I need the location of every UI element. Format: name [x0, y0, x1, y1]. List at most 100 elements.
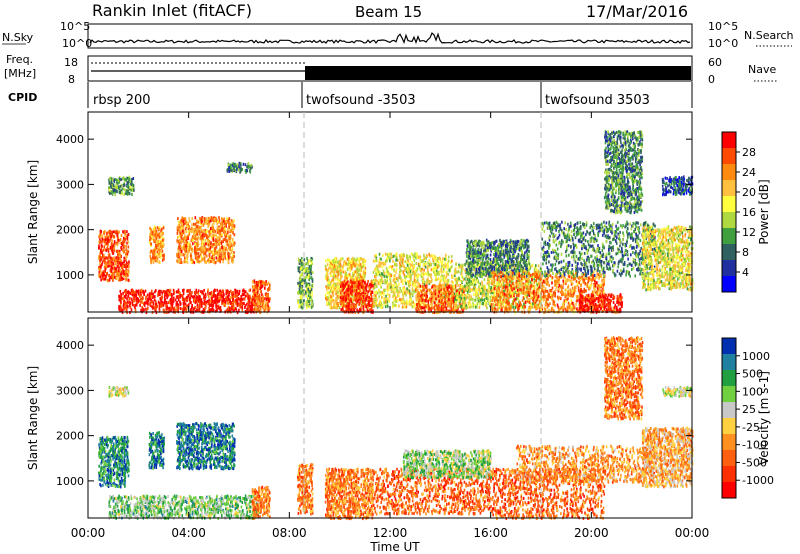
colorbar-swatch — [722, 338, 736, 355]
nave-tick-bottom: 0 — [708, 73, 715, 86]
colorbar-swatch — [722, 370, 736, 387]
x-tick-label: 00:00 — [71, 526, 106, 540]
echo-region-6 — [227, 162, 253, 174]
echo-region-10 — [403, 449, 493, 479]
nsearch-label: N.Search — [744, 29, 794, 42]
y-tick-label: 3000 — [56, 178, 84, 191]
x-axis-label: Time UT — [369, 540, 420, 554]
colorbar-tick: 1000 — [742, 350, 770, 363]
colorbar-swatch — [722, 228, 736, 245]
colorbar-swatch — [722, 482, 736, 499]
x-tick-label: 00:00 — [675, 526, 710, 540]
colorbar-swatch — [722, 148, 736, 165]
colorbar-swatch — [722, 260, 736, 277]
echo-region-7 — [297, 463, 314, 515]
nsky-tick-bottom: 10^0 — [62, 37, 92, 50]
date-label: 17/Mar/2016 — [586, 2, 688, 21]
echo-region-14 — [466, 239, 530, 278]
nave-label: Nave — [748, 63, 776, 76]
freq-tick-top: 18 — [64, 56, 78, 69]
echo-region-2 — [108, 386, 129, 398]
power-colorbar-label: Power [dB] — [757, 179, 771, 244]
y-tick-label: 1000 — [56, 269, 84, 282]
colorbar-swatch — [722, 402, 736, 419]
echo-region-7 — [252, 279, 271, 314]
cpid-segment-1: rbsp 200 — [93, 93, 151, 108]
echo-region-10 — [340, 280, 374, 315]
y-tick-label: 2000 — [56, 224, 84, 237]
nsky-strip: N.Sky 10^5 10^0 10^5 10^0 N.Search — [2, 20, 794, 50]
freq-tick-bottom: 8 — [68, 73, 75, 86]
velocity-colorbar-label: Velocity [m s-1] — [757, 371, 771, 465]
nsearch-tick-bottom: 10^0 — [708, 37, 738, 50]
x-tick-label: 12:00 — [373, 526, 408, 540]
x-tick-label: 20:00 — [574, 526, 609, 540]
echo-region-2 — [108, 176, 135, 197]
colorbar-tick: 12 — [742, 226, 756, 239]
echo-region-4 — [149, 225, 165, 264]
colorbar-tick: 8 — [742, 246, 749, 259]
cpid-segment-3: twofsound 3503 — [545, 93, 650, 108]
colorbar-tick: 16 — [742, 206, 756, 219]
colorbar-swatch — [722, 244, 736, 261]
colorbar-swatch — [722, 450, 736, 467]
echo-region-14 — [642, 427, 694, 489]
colorbar-swatch — [722, 276, 736, 293]
echo-region-12 — [516, 445, 656, 484]
echo-region-16 — [541, 221, 656, 278]
colorbar-swatch — [722, 180, 736, 197]
colorbar-tick: 24 — [742, 166, 756, 179]
nsky-tick-top: 10^5 — [60, 20, 90, 33]
echo-region-6 — [252, 486, 271, 520]
colorbar-tick: 4 — [742, 266, 749, 279]
beam-label: Beam 15 — [355, 3, 422, 21]
colorbar-swatch — [722, 164, 736, 181]
x-tick-label: 04:00 — [171, 526, 206, 540]
echo-region-15 — [662, 386, 693, 398]
echo-region-5 — [176, 216, 235, 264]
echo-region-20 — [662, 175, 694, 196]
echo-region-4 — [148, 431, 165, 470]
y-tick-label: 4000 — [56, 133, 84, 146]
velocity-ylabel: Slant Range [km] — [26, 366, 40, 470]
station-title: Rankin Inlet (fitACF) — [92, 1, 252, 20]
colorbar-swatch — [722, 418, 736, 435]
colorbar-swatch — [722, 212, 736, 229]
velocity-scatter-cells — [98, 336, 694, 520]
nsky-label: N.Sky — [2, 31, 34, 44]
colorbar-tick: -1000 — [742, 474, 774, 487]
cpid-strip: CPID rbsp 200 twofsound -3503 twofsound … — [8, 82, 692, 108]
y-tick-label: 3000 — [56, 384, 84, 397]
x-tick-label: 16:00 — [473, 526, 508, 540]
y-tick-label: 2000 — [56, 430, 84, 443]
nave-block — [305, 66, 691, 80]
colorbar-swatch — [722, 466, 736, 483]
echo-region-8 — [297, 257, 313, 310]
echo-region-1 — [98, 436, 130, 489]
colorbar-tick: 25 — [742, 403, 756, 416]
y-tick-label: 1000 — [56, 475, 84, 488]
colorbar-swatch — [722, 196, 736, 213]
colorbar-swatch — [722, 434, 736, 451]
colorbar-swatch — [722, 132, 736, 149]
colorbar-swatch — [722, 354, 736, 371]
colorbar-tick: 28 — [742, 146, 756, 159]
x-tick-label: 08:00 — [272, 526, 307, 540]
echo-region-18 — [604, 130, 643, 214]
nsearch-tick-top: 10^5 — [708, 20, 738, 33]
echo-region-19 — [642, 225, 694, 291]
nave-tick-top: 60 — [708, 56, 722, 69]
echo-region-3 — [108, 495, 260, 521]
power-ylabel: Slant Range [km] — [26, 160, 40, 264]
echo-region-13 — [604, 336, 643, 420]
echo-region-8 — [325, 468, 374, 521]
freq-label: Freq. — [6, 53, 33, 66]
cpid-label: CPID — [8, 91, 37, 104]
power-scatter-cells — [98, 130, 694, 314]
echo-region-3 — [118, 289, 260, 315]
cpid-segment-2: twofsound -3503 — [306, 93, 416, 108]
